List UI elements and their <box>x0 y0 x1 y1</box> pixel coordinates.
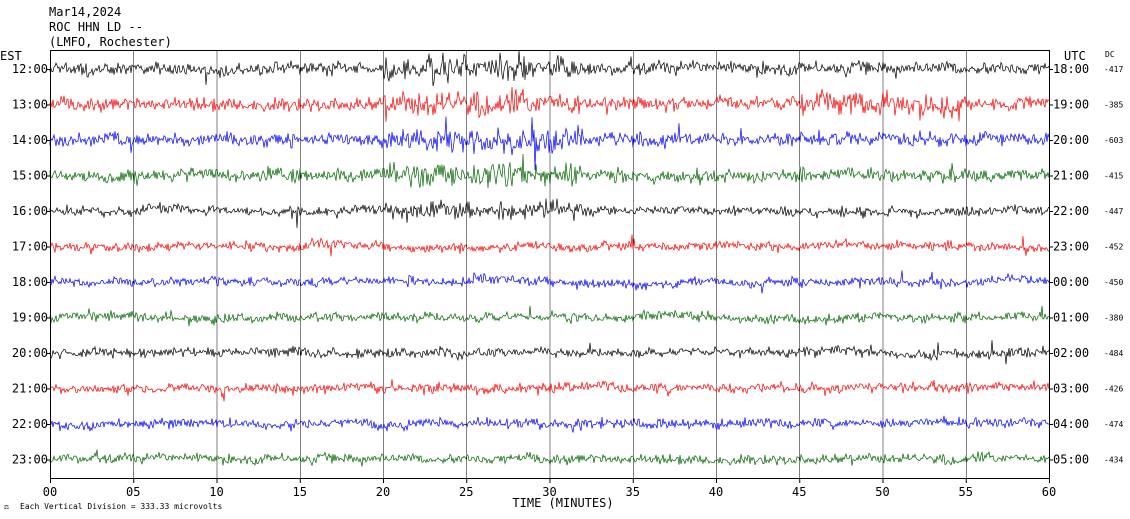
est-time-label: 22:00 <box>12 417 48 431</box>
x-tick-label: 10 <box>209 485 223 499</box>
dc-offset-value: -452 <box>1104 243 1123 252</box>
right-time-labels: 18:00 19:00 20:00 21:00 22:00 23:00 00:00 01:00… <box>1049 62 1089 467</box>
est-time-label: 23:00 <box>12 453 48 467</box>
left-time-labels: 12:00 13:00 14:00 15:00 16:00 17:00 18:00 19:00… <box>12 62 50 467</box>
header-location: (LMFO, Rochester) <box>49 35 172 49</box>
utc-time-label: 23:00 <box>1053 240 1089 254</box>
x-tick-label: 55 <box>959 485 973 499</box>
est-time-label: 20:00 <box>12 346 48 360</box>
scale-icon: ⚖ <box>4 502 9 511</box>
header-date: Mar14,2024 <box>49 5 121 19</box>
x-axis-label: TIME (MINUTES) <box>512 496 613 510</box>
utc-time-label: 20:00 <box>1053 133 1089 147</box>
right-axis-label: UTC <box>1064 49 1086 63</box>
dc-offset-value: -385 <box>1104 101 1123 110</box>
x-tick-label: 60 <box>1042 485 1056 499</box>
seismic-trace <box>49 415 1050 433</box>
x-tick-label: 50 <box>875 485 889 499</box>
utc-time-label: 01:00 <box>1053 311 1089 325</box>
scale-note: Each Vertical Division = 333.33 microvol… <box>20 502 222 511</box>
seismic-trace <box>49 449 1050 467</box>
seismic-trace <box>49 340 1050 365</box>
x-tick-label: 35 <box>626 485 640 499</box>
utc-time-label: 00:00 <box>1053 275 1089 289</box>
x-tick-label: 40 <box>709 485 723 499</box>
dc-offset-value: -434 <box>1104 456 1123 465</box>
header-station: ROC HHN LD -- <box>49 20 143 34</box>
seismic-trace <box>49 305 1050 327</box>
est-time-label: 21:00 <box>12 382 48 396</box>
dc-offset-value: -447 <box>1104 207 1123 216</box>
utc-time-label: 21:00 <box>1053 169 1089 183</box>
est-time-label: 12:00 <box>12 62 48 76</box>
x-tick-label: 25 <box>459 485 473 499</box>
seismic-trace <box>49 50 1050 87</box>
dc-offset-value: -484 <box>1104 349 1123 358</box>
dc-offset-value: -450 <box>1104 278 1123 287</box>
seismic-trace <box>49 153 1050 189</box>
est-time-label: 16:00 <box>12 204 48 218</box>
x-tick-label: 05 <box>126 485 140 499</box>
dc-offset-value: -603 <box>1104 136 1123 145</box>
utc-time-label: 22:00 <box>1053 204 1089 218</box>
est-time-label: 17:00 <box>12 240 48 254</box>
est-time-label: 13:00 <box>12 98 48 112</box>
grid-layer <box>50 50 1050 478</box>
x-tick-label: 15 <box>293 485 307 499</box>
utc-time-label: 02:00 <box>1053 346 1089 360</box>
seismic-trace <box>49 270 1050 294</box>
utc-time-label: 04:00 <box>1053 417 1089 431</box>
x-tick-label: 30 <box>542 485 556 499</box>
x-tick-label: 20 <box>376 485 390 499</box>
est-time-label: 15:00 <box>12 169 48 183</box>
utc-time-label: 19:00 <box>1053 98 1089 112</box>
seismic-trace <box>49 116 1050 171</box>
utc-time-label: 05:00 <box>1053 453 1089 467</box>
utc-time-label: 03:00 <box>1053 382 1089 396</box>
seismic-trace <box>49 234 1050 257</box>
utc-time-label: 18:00 <box>1053 62 1089 76</box>
dc-offset-value: -417 <box>1104 65 1123 74</box>
est-time-label: 19:00 <box>12 311 48 325</box>
seismic-trace <box>49 379 1050 402</box>
est-time-label: 18:00 <box>12 275 48 289</box>
x-tick-label: 45 <box>792 485 806 499</box>
left-axis-label: EST <box>0 49 22 63</box>
seismic-trace <box>49 86 1050 122</box>
dc-label: DC <box>1105 50 1115 59</box>
x-tick-labels: 00 05 10 15 20 25 30 35 40 45 50 55 60 <box>43 478 1056 499</box>
seismic-trace <box>49 198 1050 228</box>
trace-layer <box>49 50 1050 467</box>
est-time-label: 14:00 <box>12 133 48 147</box>
dc-offset-value: -415 <box>1104 172 1123 181</box>
dc-offset-labels: -417 -385 -603 -415 -447 -452 -450 -380 -484 -426… <box>1104 65 1123 465</box>
dc-offset-value: -474 <box>1104 420 1123 429</box>
x-tick-label: 00 <box>43 485 57 499</box>
dc-offset-value: -426 <box>1104 385 1123 394</box>
dc-offset-value: -380 <box>1104 314 1123 323</box>
